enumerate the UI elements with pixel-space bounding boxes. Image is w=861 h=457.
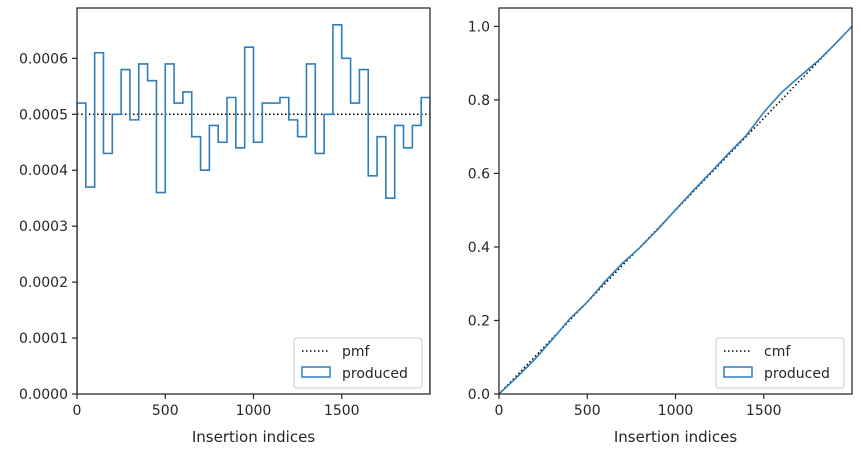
pmf-x-axis-label: Insertion indices [192,428,315,446]
cmf-series-produced [499,25,852,394]
pmf-y-tick-label: 0.0000 [19,387,68,403]
pmf-y-tick-label: 0.0002 [19,275,68,291]
cmf-y-tick-label: 0.2 [468,313,490,329]
pmf-legend-label: pmf [342,344,371,360]
pmf-y-tick-label: 0.0005 [19,107,68,123]
cmf-y-tick-label: 0.8 [468,93,490,109]
pmf-x-tick-label: 0 [73,403,82,419]
pmf-y-tick-label: 0.0001 [19,331,68,347]
cmf-y-tick-label: 0.0 [468,387,490,403]
pmf-chart: 0 500 1000 1500 0.0000 0.0001 0.0002 0.0003 0.00… [19,7,431,446]
cmf-ticks: 0 500 1000 1500 0.0 0.2 0.4 0.6 0.8 1.0 [468,19,782,419]
cmf-produced-legend-marker [723,366,753,378]
cmf-x-tick-label: 1000 [658,403,694,419]
cmf-y-tick-label: 0.4 [468,240,490,256]
pmf-produced-legend-label: produced [342,366,408,382]
pmf-legend: pmf produced [293,337,423,389]
cmf-produced-legend-label: produced [764,366,830,382]
pmf-y-tick-label: 0.0006 [19,51,68,67]
cmf-x-tick-label: 1500 [746,403,782,419]
cmf-x-axis-label: Insertion indices [614,428,737,446]
pmf-ticks: 0 500 1000 1500 0.0000 0.0001 0.0002 0.0003 0.00… [19,51,360,419]
cmf-x-tick-label: 0 [495,403,504,419]
pmf-x-tick-label: 1500 [324,403,360,419]
pmf-x-tick-label: 500 [152,403,179,419]
cmf-legend-label: cmf [764,344,791,360]
cmf-x-tick-label: 500 [574,403,601,419]
cmf-legend: cmf produced [715,337,845,389]
pmf-y-tick-label: 0.0004 [19,163,68,179]
cmf-chart: 0 500 1000 1500 0.0 0.2 0.4 0.6 0.8 1.0 Insertion… [468,7,853,446]
pmf-y-tick-label: 0.0003 [19,219,68,235]
cmf-y-tick-label: 1.0 [468,19,490,35]
pmf-series-produced [77,23,430,394]
pmf-produced-legend-marker [301,366,331,378]
cmf-plot-area [499,25,852,394]
cmf-y-tick-label: 0.6 [468,166,490,182]
pmf-x-tick-label: 1000 [236,403,272,419]
pmf-plot-area [77,23,430,394]
cmf-axes-frame [498,7,853,395]
